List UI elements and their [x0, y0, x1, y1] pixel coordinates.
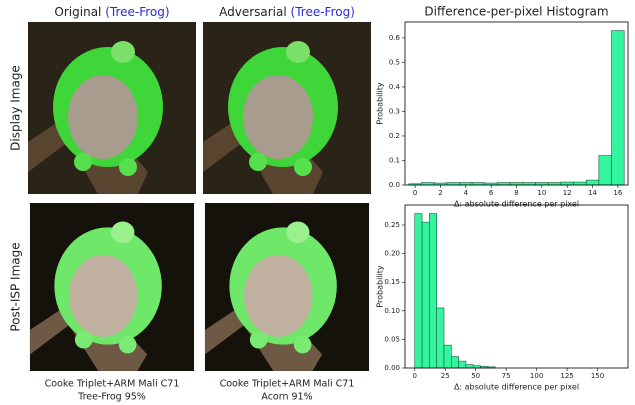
y-tick-label: 0.4: [389, 83, 401, 91]
row-label: Post-ISP Image: [9, 242, 23, 331]
bar: [598, 155, 612, 186]
y-axis-label: Probability: [376, 82, 385, 125]
bar: [429, 213, 437, 369]
y-tick-label: 0.25: [384, 221, 400, 229]
axes-frame: [404, 21, 629, 186]
y-tick-label: 0.05: [384, 335, 400, 343]
caption-prediction: Tree-Frog 95%: [77, 392, 146, 403]
x-tick-label: 6: [489, 189, 494, 197]
column-label: (Tree-Frog): [105, 5, 169, 19]
x-tick-label: 12: [563, 189, 572, 197]
adversarial-post-isp-image: [204, 203, 370, 371]
column-label: (Tree-Frog): [291, 5, 355, 19]
caption-camera: Cooke Triplet+ARM Mali C71: [220, 379, 355, 390]
x-tick-label: 14: [588, 189, 597, 197]
x-tick-label: 100: [530, 372, 543, 380]
x-tick-label: 16: [613, 189, 622, 197]
bar: [458, 360, 467, 369]
bar: [560, 181, 574, 186]
x-tick-label: 0: [413, 372, 417, 380]
y-tick-label: 0.3: [389, 107, 400, 115]
bar: [436, 307, 445, 369]
x-tick-label: 75: [502, 372, 511, 380]
bar: [414, 213, 423, 369]
y-tick-label: 0.15: [384, 278, 400, 286]
caption-camera: Cooke Triplet+ARM Mali C71: [45, 379, 180, 390]
y-tick-label: 0.1: [389, 156, 400, 164]
x-axis-label: Δ: absolute difference per pixel: [454, 383, 579, 392]
x-tick-label: 4: [464, 189, 469, 197]
x-axis-label: Δ: absolute difference per pixel: [454, 200, 579, 209]
y-tick-label: 0.0: [389, 181, 400, 189]
column-title: Original: [54, 5, 101, 19]
y-tick-label: 0.10: [384, 307, 400, 315]
original-display-image: [28, 22, 196, 194]
column-header: Original (Tree-Frog): [54, 5, 169, 19]
x-tick-label: 125: [560, 372, 573, 380]
axes-frame: [404, 204, 629, 369]
y-tick-label: 0.5: [389, 58, 400, 66]
bar: [573, 181, 587, 186]
x-tick-label: 50: [471, 372, 480, 380]
x-tick-label: 25: [441, 372, 450, 380]
x-tick-label: 8: [514, 189, 518, 197]
x-tick-label: 10: [537, 189, 546, 197]
bar: [611, 30, 625, 186]
adversarial-display-image: [203, 22, 371, 194]
y-axis-label: Probability: [376, 265, 385, 308]
y-tick-label: 0.00: [384, 364, 400, 372]
chart-title: Difference-per-pixel Histogram: [424, 5, 608, 19]
column-title: Adversarial: [219, 5, 287, 19]
row-label: Display Image: [9, 65, 23, 151]
bar: [451, 356, 459, 369]
x-tick-label: 2: [438, 189, 442, 197]
caption-prediction: Acorn 91%: [261, 392, 312, 403]
bar: [421, 221, 430, 369]
original-post-isp-image: [29, 203, 195, 371]
y-tick-label: 0.2: [389, 132, 400, 140]
y-tick-label: 0.20: [384, 250, 400, 258]
x-tick-label: 150: [591, 372, 604, 380]
y-tick-label: 0.6: [389, 34, 401, 42]
bar: [465, 364, 474, 369]
bar: [585, 179, 600, 186]
column-header: Adversarial (Tree-Frog): [219, 5, 355, 19]
bar: [443, 344, 452, 369]
x-tick-label: 0: [413, 189, 417, 197]
